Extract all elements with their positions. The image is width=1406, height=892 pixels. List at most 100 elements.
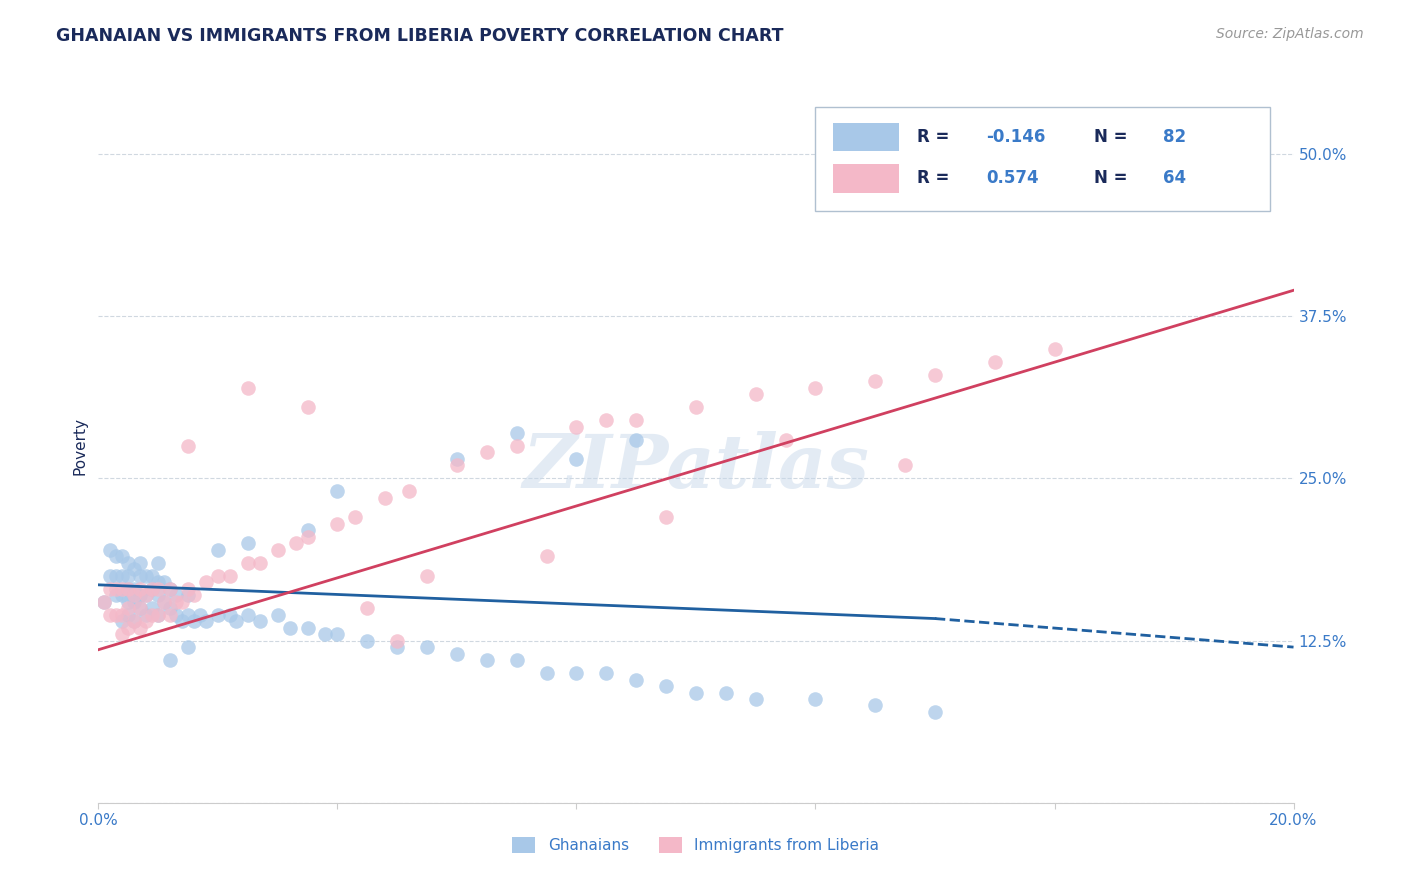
Point [117, 568, 139, 582]
Point [129, 601, 152, 615]
Point [284, 536, 307, 550]
Point [195, 614, 218, 628]
Text: 64: 64 [1163, 169, 1187, 187]
Point [124, 588, 146, 602]
Point [183, 588, 205, 602]
Point [446, 458, 468, 473]
Text: N =: N = [1094, 128, 1133, 146]
Text: R =: R = [917, 128, 955, 146]
Point [398, 484, 420, 499]
Text: ZIPatlas: ZIPatlas [523, 431, 869, 504]
Point [207, 542, 229, 557]
Point [219, 607, 242, 622]
Point [536, 666, 558, 681]
Point [207, 568, 229, 582]
Text: -0.146: -0.146 [987, 128, 1046, 146]
Point [804, 692, 827, 706]
Point [172, 614, 194, 628]
Point [129, 582, 152, 596]
Point [177, 439, 200, 453]
Point [775, 433, 797, 447]
Point [865, 374, 887, 388]
Point [894, 458, 917, 473]
Point [626, 673, 648, 687]
Point [267, 607, 290, 622]
Point [188, 607, 211, 622]
Point [124, 582, 146, 596]
Point [124, 614, 146, 628]
Point [135, 568, 157, 582]
Point [165, 595, 187, 609]
Point [236, 536, 259, 550]
Point [117, 595, 139, 609]
Point [165, 607, 187, 622]
Point [111, 568, 134, 582]
Point [506, 425, 529, 440]
Point [595, 666, 617, 681]
Point [124, 562, 146, 576]
Point [105, 588, 128, 602]
Point [135, 588, 157, 602]
Point [446, 647, 468, 661]
Point [475, 653, 498, 667]
Point [924, 705, 946, 719]
Point [172, 595, 194, 609]
Point [98, 607, 122, 622]
Point [105, 568, 128, 582]
Point [745, 387, 768, 401]
Point [111, 614, 134, 628]
Text: GHANAIAN VS IMMIGRANTS FROM LIBERIA POVERTY CORRELATION CHART: GHANAIAN VS IMMIGRANTS FROM LIBERIA POVE… [56, 27, 783, 45]
Point [148, 607, 170, 622]
Point [117, 582, 139, 596]
Point [153, 595, 176, 609]
Point [141, 568, 163, 582]
Point [111, 549, 134, 564]
Point [148, 582, 170, 596]
Point [159, 607, 181, 622]
Point [984, 354, 1007, 368]
Point [135, 607, 157, 622]
Point [655, 510, 678, 524]
Point [595, 413, 617, 427]
Point [326, 516, 349, 531]
Point [105, 549, 128, 564]
Point [225, 614, 247, 628]
Point [236, 556, 259, 570]
Point [111, 588, 134, 602]
Point [117, 556, 139, 570]
Point [536, 549, 558, 564]
Point [236, 607, 259, 622]
Point [315, 627, 337, 641]
Point [117, 621, 139, 635]
Point [117, 582, 139, 596]
Point [249, 556, 271, 570]
Point [183, 614, 205, 628]
Point [297, 621, 319, 635]
Point [385, 633, 409, 648]
Point [685, 400, 707, 414]
Point [565, 452, 588, 467]
Text: R =: R = [917, 169, 955, 187]
Point [129, 556, 152, 570]
Point [626, 433, 648, 447]
Point [141, 607, 163, 622]
FancyBboxPatch shape [815, 107, 1270, 211]
Point [141, 582, 163, 596]
Text: 0.574: 0.574 [987, 169, 1039, 187]
Point [148, 588, 170, 602]
Text: 82: 82 [1163, 128, 1187, 146]
Point [297, 400, 319, 414]
Point [804, 381, 827, 395]
Point [297, 524, 319, 538]
Point [865, 698, 887, 713]
Point [655, 679, 678, 693]
Point [148, 556, 170, 570]
Point [124, 595, 146, 609]
Point [153, 595, 176, 609]
Point [124, 614, 146, 628]
Point [714, 685, 737, 699]
Point [326, 627, 349, 641]
Point [93, 595, 115, 609]
Point [207, 607, 229, 622]
Point [267, 542, 290, 557]
